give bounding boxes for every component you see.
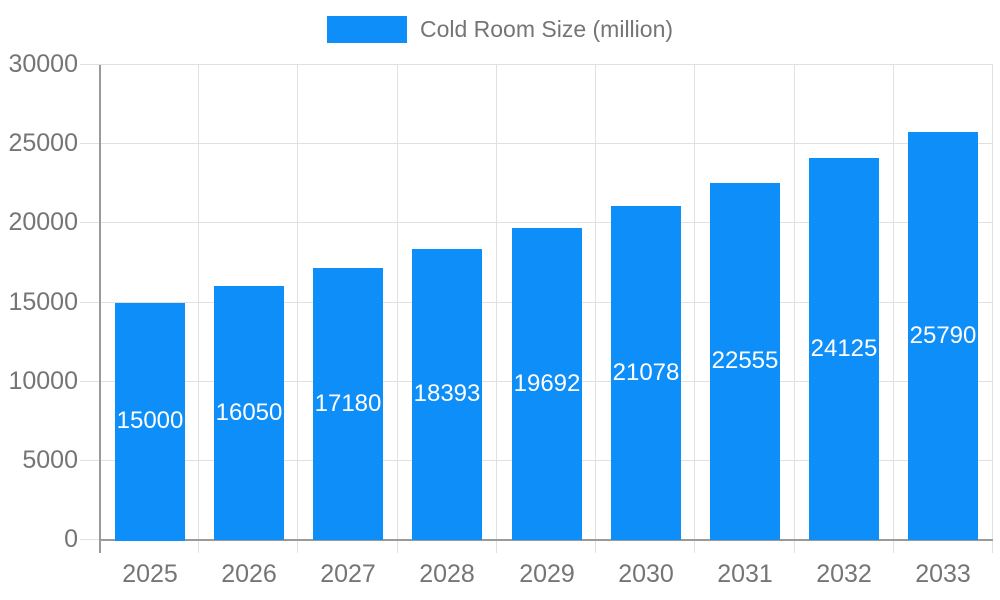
x-axis-tick (893, 540, 894, 553)
y-axis-tick-label: 15000 (8, 288, 78, 316)
legend-label: Cold Room Size (million) (419, 16, 674, 42)
bar[interactable] (412, 249, 482, 540)
bar[interactable] (908, 132, 978, 540)
bar[interactable] (512, 228, 582, 540)
x-gridline (992, 65, 993, 540)
chart-legend[interactable]: Cold Room Size (million) (0, 16, 1000, 43)
y-axis-tick (80, 460, 100, 461)
x-axis-tick (595, 540, 596, 553)
bar-value-label: 19692 (513, 370, 581, 397)
x-gridline (595, 65, 596, 540)
y-axis-tick (80, 143, 100, 144)
y-axis-tick (80, 222, 100, 223)
y-axis-tick (80, 381, 100, 382)
bar-value-label: 21078 (612, 359, 680, 386)
y-axis-tick-label: 5000 (22, 446, 78, 474)
bar-value-label: 18393 (413, 380, 481, 407)
y-axis-tick-label: 30000 (8, 50, 78, 78)
bar-value-label: 15000 (116, 407, 184, 434)
x-axis-tick-label: 2029 (519, 560, 575, 588)
y-axis-tick (80, 539, 100, 540)
x-gridline (794, 65, 795, 540)
bar-value-label: 22555 (711, 347, 779, 374)
y-gridline (100, 64, 993, 65)
x-axis-tick (496, 540, 497, 553)
bar[interactable] (611, 206, 681, 540)
x-axis-tick (198, 540, 199, 553)
x-gridline (496, 65, 497, 540)
x-axis-tick-label: 2033 (915, 560, 971, 588)
x-gridline (397, 65, 398, 540)
x-axis-tick-label: 2027 (320, 560, 376, 588)
x-axis-tick-label: 2032 (816, 560, 872, 588)
x-axis-tick-label: 2028 (419, 560, 475, 588)
bar-value-label: 25790 (909, 322, 977, 349)
x-axis-tick-label: 2025 (122, 560, 178, 588)
bar[interactable] (809, 158, 879, 540)
y-axis-tick-label: 20000 (8, 208, 78, 236)
x-axis-tick (992, 540, 993, 553)
x-axis-tick (794, 540, 795, 553)
x-axis-tick-label: 2031 (717, 560, 773, 588)
x-axis-tick-label: 2026 (221, 560, 277, 588)
bar-value-label: 17180 (314, 390, 382, 417)
x-axis-tick-label: 2030 (618, 560, 674, 588)
x-gridline (694, 65, 695, 540)
y-gridline (100, 222, 993, 223)
y-axis-line (99, 65, 101, 553)
x-gridline (198, 65, 199, 540)
bar-value-label: 16050 (215, 399, 283, 426)
y-gridline (100, 143, 993, 144)
legend-swatch-icon (326, 16, 407, 43)
x-gridline (297, 65, 298, 540)
x-axis-tick (397, 540, 398, 553)
x-axis-line (100, 539, 993, 541)
bar[interactable] (214, 286, 284, 540)
bar[interactable] (115, 303, 185, 541)
y-axis-tick (80, 302, 100, 303)
x-axis-tick (694, 540, 695, 553)
y-axis-tick-label: 10000 (8, 367, 78, 395)
y-axis-tick (80, 64, 100, 65)
x-axis-tick (297, 540, 298, 553)
bar[interactable] (313, 268, 383, 540)
bar-value-label: 24125 (810, 335, 878, 362)
y-axis-tick-label: 25000 (8, 129, 78, 157)
y-axis-tick-label: 0 (64, 525, 78, 553)
x-gridline (893, 65, 894, 540)
bar[interactable] (710, 183, 780, 540)
